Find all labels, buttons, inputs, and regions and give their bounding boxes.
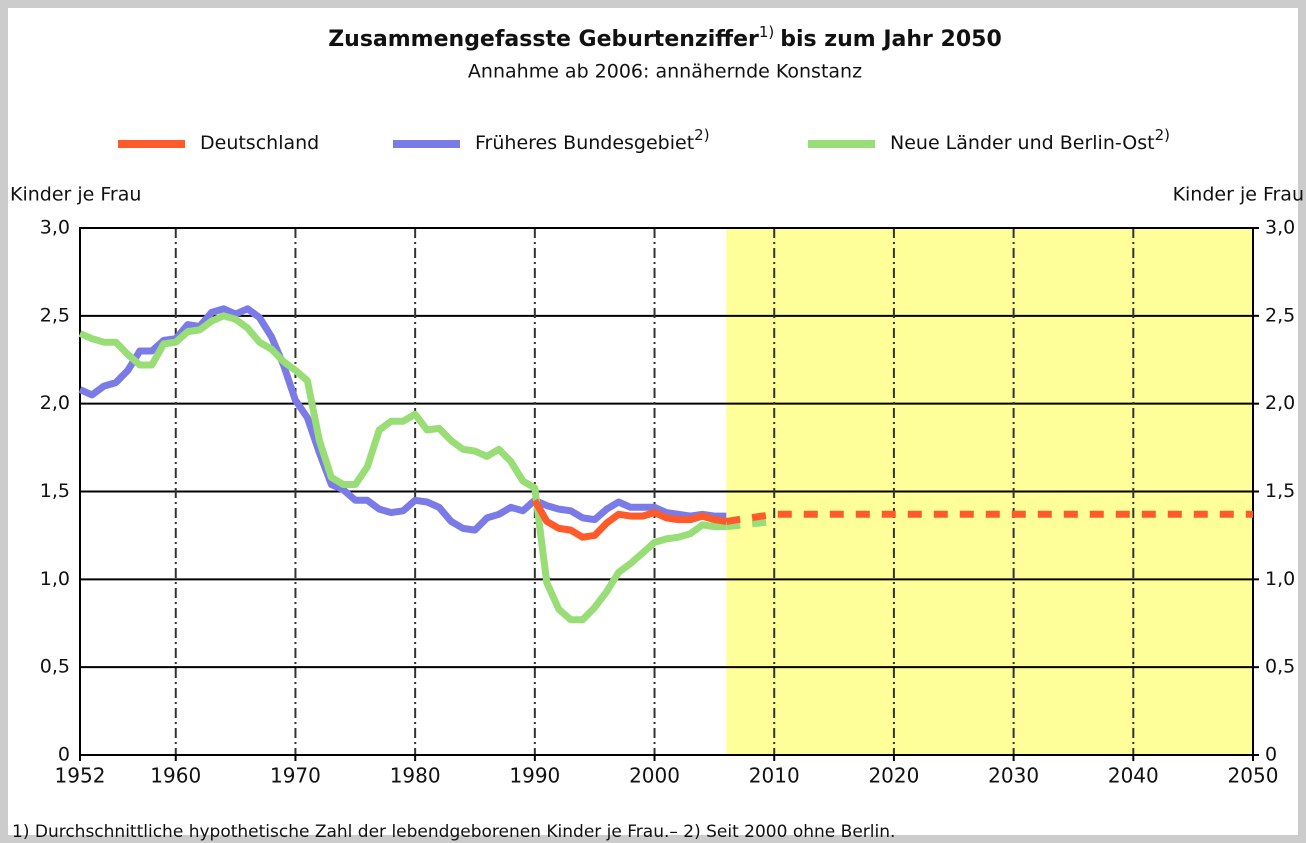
title-note: 1)	[759, 23, 774, 41]
legend-name: Deutschland	[200, 132, 319, 154]
footnote: 1) Durchschnittliche hypothetische Zahl …	[12, 822, 895, 842]
legend-note: 2)	[694, 126, 709, 144]
legend-name: Neue Länder und Berlin-Ost	[890, 132, 1155, 154]
x-tick-label: 1990	[509, 764, 560, 788]
y2-tick-label: 0,5	[1265, 656, 1295, 678]
y-axis-label: Kinder je Frau	[10, 184, 141, 206]
legend-label: Früheres Bundesgebiet2)	[475, 126, 710, 154]
x-tick-label: 2010	[749, 764, 800, 788]
plot-border	[79, 227, 1254, 756]
series-line-dashed	[725, 510, 1253, 525]
y-tick-label: 2,5	[40, 304, 70, 326]
x-tick-label: 2030	[988, 764, 1039, 788]
legend-name: Früheres Bundesgebiet	[475, 132, 694, 154]
y2-axis-label: Kinder je Frau	[1173, 184, 1304, 206]
title-main: Zusammengefasste Geburtenziffer	[328, 27, 759, 52]
y2-tick-label: 2,0	[1265, 392, 1295, 414]
x-tick-label: 2040	[1108, 764, 1159, 788]
y-tick-label: 2,0	[40, 392, 70, 414]
x-tick-label: 1970	[270, 764, 321, 788]
y2-tick-label: 1,0	[1265, 568, 1295, 590]
x-tick-label: 1980	[390, 764, 441, 788]
y-tick-label: 0	[58, 744, 70, 766]
title-rest: bis zum Jahr 2050	[780, 27, 1002, 52]
y2-tick-label: 0	[1265, 744, 1277, 766]
chart-title: Zusammengefasste Geburtenziffer1) bis zum…	[328, 23, 1002, 53]
x-tick-label: 2000	[629, 764, 680, 788]
series-line-solid	[78, 312, 727, 624]
subtitle: Annahme ab 2006: annähernde Konstanz	[468, 61, 862, 83]
x-tick-label: 1960	[150, 764, 201, 788]
legend-note: 2)	[1155, 126, 1170, 144]
series-line-solid	[78, 305, 727, 534]
legend-label: Neue Länder und Berlin-Ost2)	[890, 126, 1170, 154]
y2-tick-label: 3,0	[1265, 217, 1295, 239]
y-tick-label: 0,5	[40, 656, 70, 678]
y2-tick-label: 1,5	[1265, 480, 1295, 502]
x-tick-label: 1952	[55, 764, 106, 788]
x-tick-label: 2020	[868, 764, 919, 788]
x-tick-label: 2050	[1228, 764, 1279, 788]
y-tick-label: 1,0	[40, 568, 70, 590]
legend-label: Deutschland	[200, 132, 319, 154]
y-tick-label: 1,5	[40, 480, 70, 502]
y2-tick-label: 2,5	[1265, 304, 1295, 326]
series-line-solid	[531, 498, 727, 541]
series-line-dashed	[725, 517, 775, 531]
y-tick-label: 3,0	[40, 217, 70, 239]
